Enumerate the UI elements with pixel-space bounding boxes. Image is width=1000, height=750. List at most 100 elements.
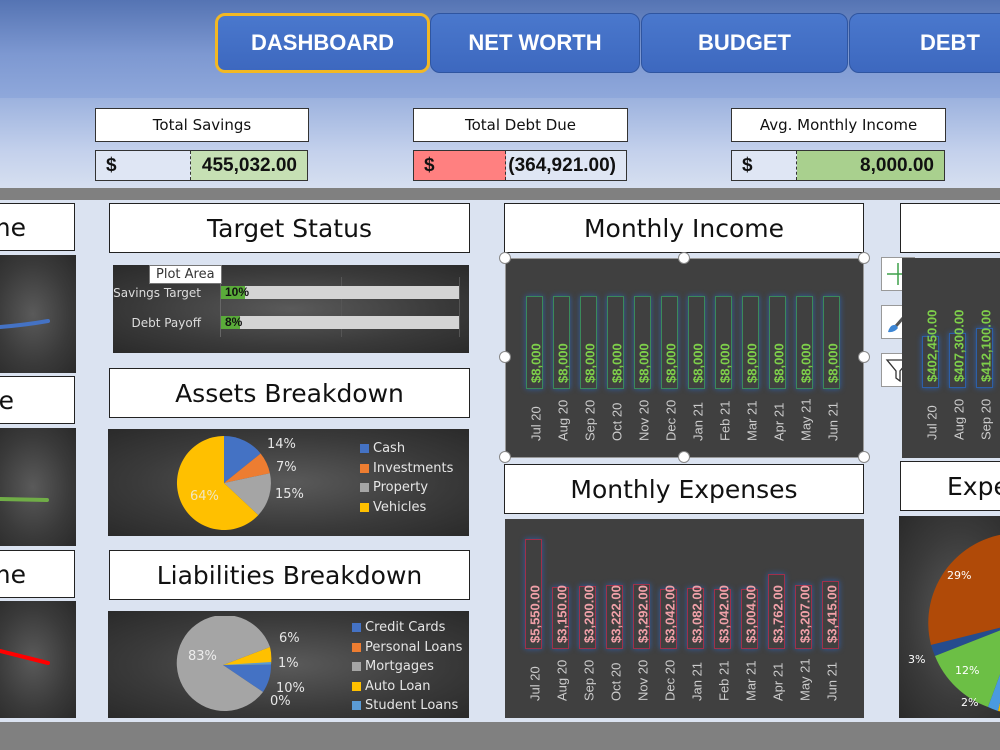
column[interactable]: $3,082.00 Jan 21: [683, 539, 710, 714]
pie-label: 29%: [947, 569, 972, 582]
net-worth-partial-chart[interactable]: $402,450.00 Jul 20 $407,300.00 Aug 20 $412,1…: [902, 258, 1000, 458]
column[interactable]: $8,000 May 21: [792, 294, 819, 454]
axis-label: Aug 20: [554, 659, 569, 701]
tab-dashboard[interactable]: DASHBOARD: [215, 13, 430, 73]
resize-handle[interactable]: [499, 451, 511, 463]
pie-label: 0%: [270, 694, 291, 709]
data-label: $8,000: [717, 343, 732, 383]
column[interactable]: $8,000 Sep 20: [576, 294, 603, 454]
bar-savings-target[interactable]: Savings Target 10%: [113, 285, 469, 300]
column-bar: [795, 585, 812, 649]
assets-pie-chart[interactable]: 14% 7% 15% 64% Cash Investments Property…: [108, 429, 469, 536]
legend-item: Vehicles: [360, 498, 453, 518]
data-label: $407,300.00: [951, 309, 966, 382]
column[interactable]: $3,004.00 Mar 21: [737, 539, 764, 714]
column[interactable]: $8,000 Jul 20: [522, 294, 549, 454]
resize-handle[interactable]: [858, 451, 870, 463]
tab-budget[interactable]: BUDGET: [641, 13, 848, 73]
bottom-band: [0, 722, 1000, 750]
axis-label: May 21: [797, 658, 812, 701]
column[interactable]: $402,450.00 Jul 20: [918, 293, 945, 453]
bar-debt-payoff[interactable]: Debt Payoff 8%: [113, 315, 469, 330]
axis-label: Oct 20: [608, 662, 623, 701]
data-label: $3,415.00: [824, 585, 839, 643]
resize-handle[interactable]: [499, 351, 511, 363]
resize-handle[interactable]: [858, 252, 870, 264]
column[interactable]: $8,000 Oct 20: [603, 294, 630, 454]
column[interactable]: $3,042.00 Dec 20: [656, 539, 683, 714]
tab-debt[interactable]: DEBT: [849, 13, 1000, 73]
currency-symbol: $: [96, 151, 191, 180]
column-bar: [525, 539, 542, 649]
column[interactable]: $8,000 Mar 21: [738, 294, 765, 454]
column[interactable]: $8,000 Dec 20: [657, 294, 684, 454]
data-label: $3,200.00: [581, 585, 596, 643]
partial-title-net-worth: [900, 203, 1000, 253]
pie-label: 64%: [190, 489, 219, 504]
resize-handle[interactable]: [678, 451, 690, 463]
column-bar: [976, 328, 993, 388]
monthly-income-chart[interactable]: $8,000 Jul 20 $8,000 Aug 20 $8,000 Sep 20 $8,0…: [505, 258, 864, 458]
column-bar: [633, 583, 650, 649]
resize-handle[interactable]: [678, 252, 690, 264]
partial-line-chart-1[interactable]: [0, 255, 76, 373]
resize-handle[interactable]: [499, 252, 511, 264]
column[interactable]: $3,042.00 Feb 21: [710, 539, 737, 714]
pie-label: 83%: [188, 649, 217, 664]
data-label: $8,000: [609, 343, 624, 383]
column[interactable]: $3,207.00 May 21: [791, 539, 818, 714]
data-label: $8,000: [798, 343, 813, 383]
liabilities-pie-chart[interactable]: 83% 6% 1% 10% 0% Credit Cards Personal L…: [108, 611, 469, 718]
data-label: $8,000: [636, 343, 651, 383]
axis-label: Jul 20: [528, 406, 543, 441]
column[interactable]: $5,550.00 Jul 20: [521, 539, 548, 714]
axis-label: May 21: [798, 398, 813, 441]
legend-item: Cash: [360, 439, 453, 459]
column-bar: [949, 333, 966, 388]
data-label: $8,000: [555, 343, 570, 383]
data-label: $8,000: [582, 343, 597, 383]
target-status-title: Target Status: [109, 203, 470, 253]
column[interactable]: $3,200.00 Sep 20: [575, 539, 602, 714]
assets-title: Assets Breakdown: [109, 368, 470, 418]
axis-label: Jul 20: [527, 666, 542, 701]
amount: 8,000.00: [797, 151, 944, 180]
axis-label: Feb 21: [717, 400, 732, 441]
column[interactable]: $8,000 Nov 20: [630, 294, 657, 454]
axis-label: Mar 21: [744, 400, 759, 441]
resize-handle[interactable]: [858, 351, 870, 363]
column[interactable]: $3,222.00 Oct 20: [602, 539, 629, 714]
expenses-pie-title: Expe: [900, 461, 1000, 511]
liabilities-pie: [176, 616, 272, 711]
axis-label: Oct 20: [609, 402, 624, 441]
column[interactable]: $3,150.00 Aug 20: [548, 539, 575, 714]
pie-label: 2%: [961, 696, 979, 709]
data-label: $8,000: [690, 343, 705, 383]
data-label: $3,292.00: [635, 585, 650, 643]
data-label: $8,000: [744, 343, 759, 383]
data-label: $3,222.00: [608, 585, 623, 643]
divider-band: [0, 188, 1000, 200]
column[interactable]: $412,100.00 Sep 20: [972, 293, 999, 453]
monthly-expenses-chart[interactable]: $5,550.00 Jul 20 $3,150.00 Aug 20 $3,200.00 S…: [505, 519, 864, 718]
liabilities-legend: Credit Cards Personal Loans Mortgages Au…: [352, 618, 462, 716]
partial-line-chart-2[interactable]: [0, 428, 76, 546]
expenses-pie-chart[interactable]: 29% 3% 12% 2%: [899, 516, 1000, 718]
data-label: $8,000: [528, 343, 543, 383]
column[interactable]: $8,000 Aug 20: [549, 294, 576, 454]
column[interactable]: $8,000 Feb 21: [711, 294, 738, 454]
column[interactable]: $3,415.00 Jun 21: [818, 539, 845, 714]
income-columns: $8,000 Jul 20 $8,000 Aug 20 $8,000 Sep 20 $8,0…: [522, 294, 852, 454]
tab-net-worth[interactable]: NET WORTH: [430, 13, 640, 73]
column[interactable]: $8,000 Jun 21: [819, 294, 846, 454]
column[interactable]: $8,000 Apr 21: [765, 294, 792, 454]
column[interactable]: $407,300.00 Aug 20: [945, 293, 972, 453]
column-bar: [606, 585, 623, 649]
column[interactable]: $3,292.00 Nov 20: [629, 539, 656, 714]
kpi-avg-income-label: Avg. Monthly Income: [731, 108, 946, 142]
legend-item: Personal Loans: [352, 638, 462, 658]
column-bar: [552, 586, 569, 649]
column[interactable]: $8,000 Jan 21: [684, 294, 711, 454]
column[interactable]: $3,762.00 Apr 21: [764, 539, 791, 714]
partial-line-chart-3[interactable]: [0, 601, 76, 718]
